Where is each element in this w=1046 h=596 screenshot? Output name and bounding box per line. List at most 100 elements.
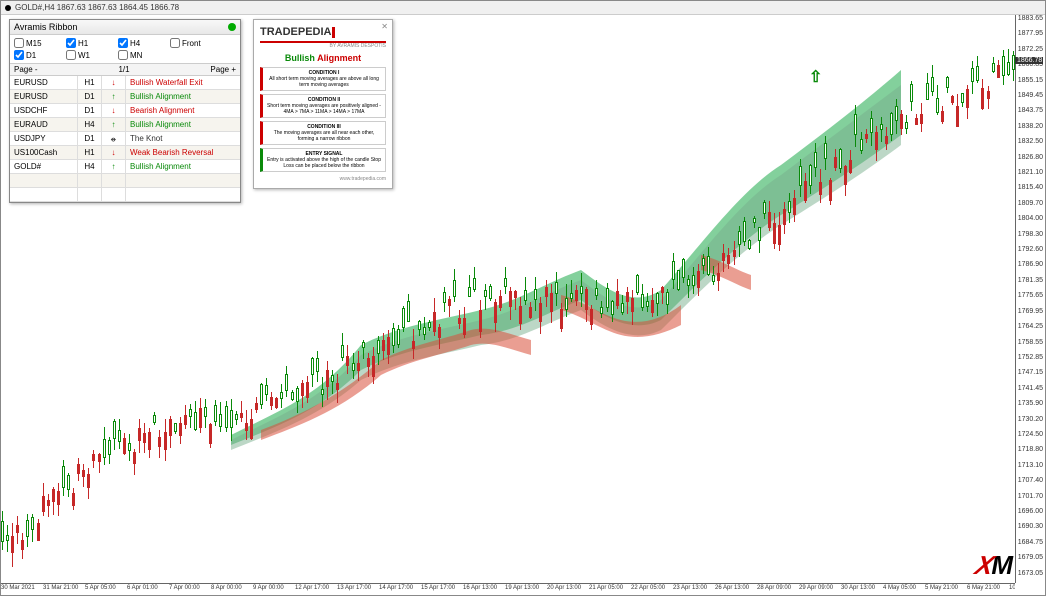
signal-row-empty <box>10 174 240 188</box>
candle <box>179 417 182 444</box>
timeframe-label: D1 <box>26 51 36 60</box>
candle <box>661 286 664 304</box>
signal-row[interactable]: EURAUDH4↑Bullish Alignment <box>10 118 240 132</box>
timeframe-check-m15[interactable]: M15 <box>14 37 66 49</box>
signal-symbol: US100Cash <box>10 146 78 159</box>
candle <box>484 284 487 310</box>
card-condition: CONDITION IAll short term moving average… <box>260 67 386 91</box>
signal-row[interactable]: US100CashH1↓Weak Bearish Reversal <box>10 146 240 160</box>
time-tick: 8 Apr 00:00 <box>211 585 253 595</box>
candle <box>1002 50 1005 86</box>
close-icon[interactable]: ✕ <box>381 22 388 31</box>
signal-name: The Knot <box>126 132 240 145</box>
signal-row[interactable]: USDCHFD1↓Bearish Alignment <box>10 104 240 118</box>
signal-tf: H1 <box>78 146 102 159</box>
info-card[interactable]: ✕ TRADEPEDIA BY AVRAMIS DESPOTIS Bullish… <box>253 19 393 189</box>
candle <box>860 132 863 154</box>
candle <box>158 430 161 458</box>
candle <box>128 434 131 461</box>
candle <box>514 290 517 310</box>
signal-row[interactable]: EURUSDH1↓Bullish Waterfall Exit <box>10 76 240 90</box>
checkbox[interactable] <box>118 38 128 48</box>
candle <box>677 270 680 291</box>
candle <box>148 428 151 458</box>
checkbox[interactable] <box>14 38 24 48</box>
candle <box>865 129 868 143</box>
candle <box>854 105 857 146</box>
signal-name: Bearish Alignment <box>126 104 240 117</box>
candle <box>479 300 482 338</box>
page-prev-button[interactable]: Page - <box>14 65 38 74</box>
price-tick: 1821.10 <box>1015 169 1043 176</box>
candle <box>590 305 593 330</box>
candle <box>113 419 116 450</box>
signal-name: Bullish Alignment <box>126 160 240 173</box>
candle <box>570 280 573 302</box>
candle <box>611 300 614 322</box>
card-title-alignment: Alignment <box>317 53 361 63</box>
candle <box>778 212 781 251</box>
time-tick: 29 Apr 09:00 <box>799 585 841 595</box>
candle <box>143 423 146 453</box>
price-tick: 1798.30 <box>1015 231 1043 238</box>
candle <box>509 287 512 320</box>
time-tick: 31 Mar 21:00 <box>43 585 85 595</box>
candle <box>367 353 370 377</box>
checkbox[interactable] <box>170 38 180 48</box>
timeframe-check-w1[interactable]: W1 <box>66 49 118 61</box>
candle <box>448 296 451 317</box>
timeframe-check-mn[interactable]: MN <box>118 49 170 61</box>
candle <box>961 93 964 107</box>
candle <box>565 284 568 317</box>
candle <box>768 201 771 231</box>
signal-row[interactable]: GOLD#H4↑Bullish Alignment <box>10 160 240 174</box>
candle <box>47 494 50 517</box>
candle <box>555 272 558 306</box>
page-next-button[interactable]: Page + <box>210 65 236 74</box>
candle <box>733 241 736 265</box>
candle <box>717 263 720 292</box>
candle <box>819 169 822 203</box>
candle <box>545 280 548 307</box>
candle <box>189 404 192 428</box>
checkbox[interactable] <box>118 50 128 60</box>
timeframe-check-h1[interactable]: H1 <box>66 37 118 49</box>
price-tick: 1832.50 <box>1015 138 1043 145</box>
panel-header[interactable]: Avramis Ribbon <box>10 20 240 35</box>
candle <box>489 284 492 301</box>
cond-text: Entry is activated above the high of the… <box>266 157 382 169</box>
signal-name: Bullish Alignment <box>126 90 240 103</box>
signal-row[interactable]: USDJPYD1⦵The Knot <box>10 132 240 146</box>
time-tick: 15 Apr 17:00 <box>421 585 463 595</box>
candle <box>743 217 746 246</box>
checkbox[interactable] <box>14 50 24 60</box>
candle <box>829 178 832 204</box>
price-tick: 1786.90 <box>1015 261 1043 268</box>
signal-arrow-icon: ↑ <box>102 118 126 131</box>
candle <box>67 473 70 497</box>
candle <box>103 427 106 466</box>
price-tick: 1769.95 <box>1015 308 1043 315</box>
candle <box>443 287 446 312</box>
candle <box>331 370 334 394</box>
checkbox[interactable] <box>66 38 76 48</box>
timeframe-check-front[interactable]: Front <box>170 37 222 49</box>
price-tick: 1855.15 <box>1015 77 1043 84</box>
candle <box>438 324 441 349</box>
signal-row[interactable]: EURUSDD1↑Bullish Alignment <box>10 90 240 104</box>
candle <box>580 273 583 307</box>
indicator-panel[interactable]: Avramis Ribbon M15H1H4FrontD1W1MN Page -… <box>9 19 241 203</box>
candle <box>956 94 959 128</box>
candle <box>362 340 365 359</box>
candle <box>722 244 725 272</box>
candle <box>534 277 537 312</box>
candle <box>1007 49 1010 76</box>
candle <box>123 433 126 455</box>
candle <box>666 289 669 314</box>
time-tick: 23 Apr 13:00 <box>673 585 715 595</box>
cond-text: The moving averages are all near each ot… <box>266 130 382 142</box>
candle <box>336 374 339 403</box>
timeframe-check-d1[interactable]: D1 <box>14 49 66 61</box>
checkbox[interactable] <box>66 50 76 60</box>
timeframe-check-h4[interactable]: H4 <box>118 37 170 49</box>
